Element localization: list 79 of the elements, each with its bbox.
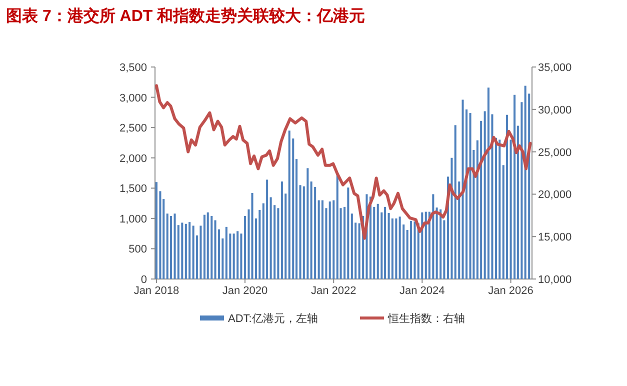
legend-label: ADT:亿港元，左轴 bbox=[228, 312, 318, 325]
bar bbox=[450, 158, 453, 279]
bar bbox=[321, 200, 324, 279]
bar bbox=[487, 88, 490, 279]
bar bbox=[236, 231, 239, 279]
x-tick-label: Jan 2026 bbox=[488, 285, 534, 297]
bar bbox=[328, 201, 331, 279]
bar bbox=[376, 204, 379, 279]
y2-tick-label: 10,000 bbox=[538, 274, 572, 286]
bar bbox=[414, 221, 416, 279]
y-tick-label: 3,000 bbox=[119, 92, 147, 104]
y2-tick-label: 15,000 bbox=[538, 232, 572, 244]
bar bbox=[410, 220, 412, 279]
y-tick-label: 2,500 bbox=[119, 122, 147, 135]
bar bbox=[347, 188, 350, 279]
bar bbox=[514, 94, 516, 279]
bar bbox=[520, 102, 523, 279]
bar bbox=[225, 226, 228, 279]
bar bbox=[398, 216, 401, 279]
y-tick-label: 1,500 bbox=[119, 183, 147, 196]
legend-label: 恒生指数：右轴 bbox=[387, 312, 465, 325]
bar bbox=[318, 200, 320, 279]
title: 图表 7：港交所 ADT 和指数走势关联较大：亿港元 bbox=[6, 8, 366, 25]
bar bbox=[266, 180, 268, 279]
bar bbox=[206, 212, 209, 279]
bar bbox=[232, 234, 235, 279]
bar bbox=[462, 100, 464, 279]
bar bbox=[310, 181, 312, 279]
y2-tick-label: 35,000 bbox=[538, 62, 572, 74]
bar bbox=[395, 218, 398, 279]
bar bbox=[436, 208, 438, 279]
bar bbox=[155, 182, 158, 279]
y-tick-label: 2,000 bbox=[119, 152, 147, 165]
bar bbox=[170, 216, 172, 279]
bar bbox=[270, 197, 272, 279]
bar bbox=[440, 209, 442, 279]
bar bbox=[181, 222, 184, 279]
bar bbox=[336, 174, 338, 279]
bar bbox=[240, 234, 242, 279]
bar bbox=[200, 226, 202, 279]
bar bbox=[188, 222, 191, 279]
bar bbox=[214, 220, 216, 279]
bar bbox=[424, 212, 427, 279]
bar bbox=[258, 210, 261, 279]
y2-tick-label: 25,000 bbox=[538, 146, 572, 159]
bar bbox=[332, 200, 335, 279]
bar bbox=[524, 86, 526, 279]
y-tick-label: 500 bbox=[128, 244, 147, 256]
x-tick-label: Jan 2018 bbox=[134, 285, 180, 297]
x-tick-label: Jan 2022 bbox=[310, 285, 356, 297]
bar bbox=[192, 226, 194, 279]
y-tick-label: 0 bbox=[140, 274, 147, 286]
y-tick-label: 1,000 bbox=[119, 213, 147, 226]
bar bbox=[480, 120, 482, 279]
bar bbox=[306, 168, 309, 279]
bar bbox=[174, 214, 176, 279]
bar bbox=[454, 125, 456, 279]
bar bbox=[203, 214, 206, 279]
bar bbox=[350, 214, 353, 279]
bar bbox=[469, 113, 472, 279]
bar bbox=[210, 216, 213, 279]
bar bbox=[384, 206, 386, 279]
bar bbox=[494, 138, 497, 279]
bar bbox=[280, 181, 283, 279]
y2-tick-label: 20,000 bbox=[538, 189, 572, 202]
y-tick-label: 3,500 bbox=[119, 62, 147, 74]
bar bbox=[251, 192, 254, 279]
bar bbox=[277, 208, 280, 279]
bar bbox=[432, 194, 434, 279]
x-tick-label: Jan 2024 bbox=[400, 285, 445, 297]
bar bbox=[299, 185, 302, 279]
bar bbox=[166, 214, 168, 279]
bar bbox=[498, 140, 501, 279]
bar bbox=[388, 212, 390, 279]
x-tick-label: Jan 2020 bbox=[222, 285, 268, 297]
y2-tick-label: 30,000 bbox=[538, 104, 572, 116]
bar bbox=[506, 114, 508, 279]
bar bbox=[184, 224, 187, 279]
bar bbox=[288, 130, 290, 279]
